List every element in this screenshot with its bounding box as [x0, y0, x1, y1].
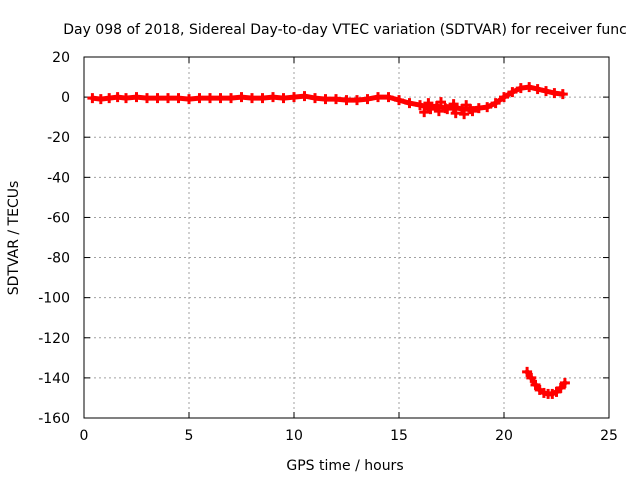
- y-tick-label: 0: [61, 90, 70, 106]
- y-tick-label: 20: [52, 50, 70, 66]
- data-point: [331, 94, 341, 105]
- data-point: [419, 107, 430, 118]
- data-point: [226, 93, 236, 104]
- data-point: [404, 98, 415, 109]
- y-tick-label: -120: [38, 331, 70, 347]
- y-tick-label: -40: [47, 170, 70, 186]
- data-point: [257, 93, 268, 104]
- data-point: [352, 95, 362, 106]
- data-point: [532, 84, 543, 95]
- data-point: [557, 89, 568, 100]
- data-point: [515, 83, 526, 94]
- data-point: [95, 94, 106, 105]
- data-point: [448, 99, 459, 110]
- data-point: [490, 98, 501, 109]
- plot-border: [83, 56, 610, 419]
- data-point: [247, 93, 257, 104]
- data-mark-layer: [87, 82, 570, 399]
- x-tick-label: 0: [80, 428, 89, 444]
- data-point: [442, 104, 453, 115]
- data-point: [473, 103, 484, 114]
- data-point: [362, 94, 373, 105]
- y-tick-label: -60: [47, 210, 70, 226]
- y-tick-label: -20: [47, 130, 70, 146]
- data-point: [436, 97, 446, 108]
- data-point: [152, 93, 163, 104]
- data-point: [461, 100, 472, 111]
- chart-title: Day 098 of 2018, Sidereal Day-to-day VTE…: [63, 22, 627, 38]
- data-point: [394, 95, 404, 106]
- data-point: [112, 92, 123, 103]
- data-point: [526, 372, 537, 383]
- data-point: [289, 92, 299, 103]
- x-tick-label: 20: [495, 428, 513, 444]
- data-point: [450, 108, 461, 119]
- data-point: [194, 93, 205, 104]
- data-point: [559, 377, 570, 388]
- data-point: [310, 93, 320, 104]
- data-point: [87, 93, 98, 104]
- data-point: [104, 93, 115, 104]
- y-tick-label: -140: [38, 371, 70, 387]
- data-point: [522, 366, 533, 377]
- data-point: [131, 92, 142, 103]
- axes-layer: [83, 56, 610, 419]
- data-point: [499, 92, 509, 103]
- data-point: [415, 100, 425, 111]
- y-tick-label: -80: [47, 251, 70, 267]
- y-tick-label: -160: [38, 411, 70, 427]
- data-point: [299, 91, 310, 102]
- data-point: [205, 93, 215, 104]
- data-point: [184, 94, 194, 105]
- data-point: [423, 98, 434, 109]
- data-point: [320, 94, 331, 105]
- data-point: [524, 82, 535, 93]
- data-point: [121, 93, 131, 104]
- x-tick-label: 5: [185, 428, 194, 444]
- data-point: [215, 93, 226, 104]
- tick-layer: 0 5 10 15 20 25 20 0 -20 -40 -60 -80 -100 -120 -140 -16…: [38, 50, 618, 444]
- data-point: [373, 92, 383, 103]
- data-point: [482, 102, 493, 113]
- data-point: [541, 86, 551, 97]
- data-point: [236, 92, 247, 103]
- x-tick-label: 25: [600, 428, 618, 444]
- grid-layer: [83, 56, 610, 419]
- data-point: [425, 104, 436, 115]
- data-point: [507, 87, 518, 98]
- x-tick-label: 10: [285, 428, 303, 444]
- data-point: [268, 92, 278, 103]
- data-point: [142, 93, 152, 104]
- data-point: [549, 88, 560, 99]
- data-point: [433, 106, 444, 117]
- data-point: [383, 92, 394, 103]
- data-point: [530, 379, 541, 390]
- x-axis-label: GPS time / hours: [286, 458, 403, 474]
- data-point: [459, 109, 470, 120]
- y-axis-label: SDTVAR / TECUs: [6, 181, 22, 296]
- x-tick-label: 15: [390, 428, 408, 444]
- data-point: [173, 93, 184, 104]
- data-point: [467, 106, 478, 117]
- y-tick-label: -100: [38, 291, 70, 307]
- data-point: [163, 93, 173, 104]
- data-point: [341, 95, 352, 106]
- data-point: [555, 382, 566, 393]
- data-point: [278, 93, 289, 104]
